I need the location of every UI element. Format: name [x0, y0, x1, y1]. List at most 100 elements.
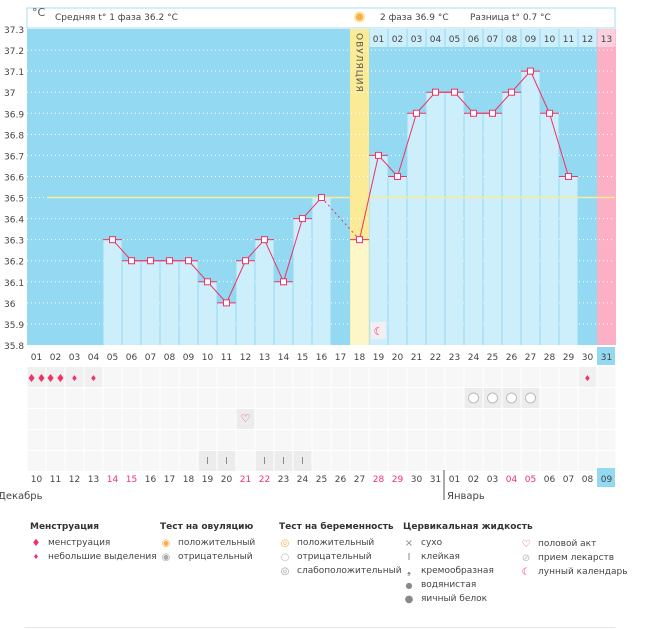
- legend-ovulation-test: Тест на овуляцию ◉ положительный ◉ отрицат…: [160, 522, 255, 564]
- temp-line-segment: [549, 113, 569, 177]
- legend-menstruation: Менструация ♦ менструация ♦ небольшие выде…: [30, 522, 157, 564]
- cycle-day-label: 08: [506, 35, 518, 45]
- cycle-day-label: 02: [392, 35, 403, 45]
- symbol-cell: [350, 388, 369, 408]
- y-tick-label: 36.5: [4, 195, 24, 205]
- legend-title: Тест на беременность: [279, 522, 394, 532]
- creamy-icon: ❟: [407, 565, 411, 577]
- temp-line-segment: [530, 70, 550, 114]
- symbol-cell: [27, 430, 46, 450]
- today-highlight: [597, 347, 615, 365]
- cycle-day-cell: [483, 29, 502, 47]
- legend-label: небольшие выделения: [48, 552, 157, 562]
- symbol-cell: [540, 430, 559, 450]
- calendar-date: 24: [297, 475, 309, 485]
- symbol-cell: [46, 388, 65, 408]
- divider: [25, 627, 615, 628]
- symbol-cell: [464, 451, 483, 471]
- light-discharge-icon: ♦: [90, 374, 97, 383]
- symbol-cell: [103, 451, 122, 471]
- symbol-cell: [312, 409, 331, 429]
- calendar-date: 31: [430, 475, 441, 485]
- phase1-label: Средняя t° 1 фаза 36.2 °C: [55, 13, 178, 23]
- cycle-day-label: 09: [525, 35, 537, 45]
- temp-bar: [407, 113, 426, 346]
- menstruation-icon: ♦♦: [27, 372, 47, 385]
- symbol-cell: [160, 388, 179, 408]
- sticky-icon: I: [282, 456, 285, 467]
- temp-bar: [103, 239, 122, 345]
- symbol-cell-filled: [27, 367, 46, 387]
- temp-line-segment: [226, 260, 246, 304]
- calendar-date: 09: [601, 475, 613, 485]
- symbol-cell: [407, 430, 426, 450]
- watery-icon: ●: [405, 580, 413, 590]
- legend-label: отрицательный: [297, 552, 372, 562]
- symbol-cell: [445, 367, 464, 387]
- pregnancy-negative-icon: ○: [280, 551, 290, 563]
- symbol-cell: [274, 430, 293, 450]
- calendar-date: 08: [582, 475, 594, 485]
- symbol-cell: [464, 367, 483, 387]
- cycle-day-label: 27: [525, 353, 536, 363]
- symbol-cell: [483, 367, 502, 387]
- symbol-cell-filled: [236, 409, 255, 429]
- cycle-day-label: 28: [544, 353, 556, 363]
- unit-label: °C: [32, 6, 46, 19]
- temp-line-segment: [302, 197, 322, 219]
- symbol-cell: [274, 409, 293, 429]
- symbol-cell: [312, 388, 331, 408]
- symbol-cell: [274, 388, 293, 408]
- legend-label: прием лекарств: [538, 553, 615, 563]
- temp-bar: [388, 176, 407, 345]
- symbol-cell: [141, 451, 160, 471]
- cycle-day-label: 24: [468, 353, 480, 363]
- symbol-cell: [502, 409, 521, 429]
- symbol-cell: [103, 409, 122, 429]
- legend-label: положительный: [297, 538, 375, 548]
- symbol-cell: [559, 367, 578, 387]
- symbol-cell: [293, 388, 312, 408]
- symbol-cell: [559, 430, 578, 450]
- legend-label: половой акт: [538, 539, 597, 549]
- light-discharge-icon: ♦: [71, 374, 78, 383]
- temp-line-segment: [207, 281, 227, 304]
- symbol-cell: [198, 409, 217, 429]
- legend-label: слабоположительный: [297, 566, 402, 576]
- temp-point: [394, 172, 401, 180]
- calendar-date: 01: [449, 475, 460, 485]
- legend-label: яичный белок: [421, 594, 488, 604]
- ovulation-negative-icon: ◉: [161, 551, 171, 563]
- symbol-cell: [331, 409, 350, 429]
- temp-line-segment: [245, 239, 265, 262]
- calendar-date: 05: [525, 475, 536, 485]
- cycle-day-label: 08: [164, 353, 176, 363]
- symbol-cell: [483, 430, 502, 450]
- y-tick-label: 36.9: [4, 110, 24, 120]
- today-date-highlight: [597, 468, 615, 487]
- sticky-icon: I: [206, 456, 209, 467]
- symbol-cell: [483, 409, 502, 429]
- calendar-date: 25: [316, 475, 327, 485]
- ovulation-test-icon: [354, 11, 365, 23]
- calendar-date: 16: [145, 475, 157, 485]
- calendar-date: 17: [164, 475, 175, 485]
- symbol-cell: [464, 409, 483, 429]
- temp-point: [128, 257, 135, 265]
- symbol-cell: [312, 451, 331, 471]
- calendar-date: 30: [411, 475, 423, 485]
- symbol-cell: [312, 430, 331, 450]
- cycle-day-label: 30: [582, 353, 594, 363]
- symbol-cell: [217, 430, 236, 450]
- temp-line-segment: [511, 70, 531, 93]
- temp-point: [261, 236, 268, 244]
- symbol-cell: [217, 367, 236, 387]
- cycle-day-label: 09: [183, 353, 195, 363]
- symbol-cell: [293, 367, 312, 387]
- symbol-cell-filled: [293, 451, 312, 471]
- temp-bar: [293, 218, 312, 345]
- symbol-cell: [217, 388, 236, 408]
- symbol-cell: [160, 367, 179, 387]
- cycle-day-label: 29: [563, 353, 575, 363]
- cycle-day-label: 12: [240, 353, 251, 363]
